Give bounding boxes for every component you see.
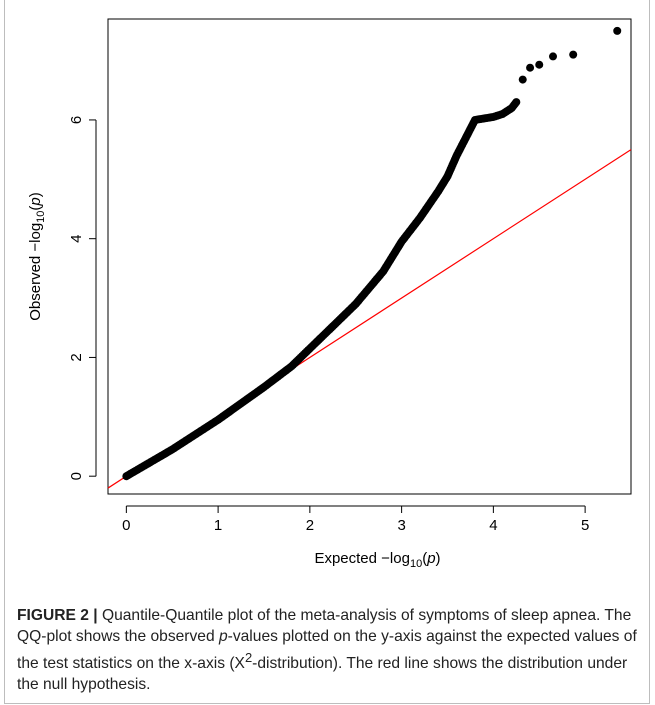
caption-text-1: Quantile-Quantile plot of the meta-analy… [17,607,632,645]
plot-frame [107,18,632,495]
data-point-outlier [526,63,535,72]
x-tick-label: 1 [214,517,222,534]
y-tick-label: 0 [68,472,85,480]
data-point-outlier [549,52,558,61]
qq-plot: 0 1 2 3 4 5 0 2 4 6 Expected −log10(p) Observed … [27,18,632,570]
x-tick-label: 5 [581,517,589,534]
y-axis-label: Observed −log10(p) [27,192,47,321]
y-tick-label: 6 [68,116,85,124]
data-point-outlier [535,60,544,69]
caption-p-italic: p [218,628,228,645]
y-tick-label: 4 [68,235,85,243]
x-tick-label: 0 [122,517,130,534]
x-tick-label: 4 [489,517,497,534]
x-axis-label: Expected −log10(p) [314,550,440,570]
figure-label: FIGURE 2 | [17,607,98,624]
x-tick-label: 3 [397,517,405,534]
data-point-outlier [613,26,622,35]
data-point-outlier [569,50,578,59]
x-tick-label: 2 [306,517,314,534]
caption-text-2: -values plotted on the y-axis against th… [17,628,637,673]
caption-text-3: -distribution). The red line shows the d… [17,655,628,694]
figure-frame [4,0,650,704]
figure-caption: FIGURE 2 | Quantile-Quantile plot of the… [17,605,637,695]
data-point-outlier [518,75,527,84]
y-tick-label: 2 [68,353,85,361]
caption-superscript: 2 [244,650,253,665]
data-point [512,98,521,107]
